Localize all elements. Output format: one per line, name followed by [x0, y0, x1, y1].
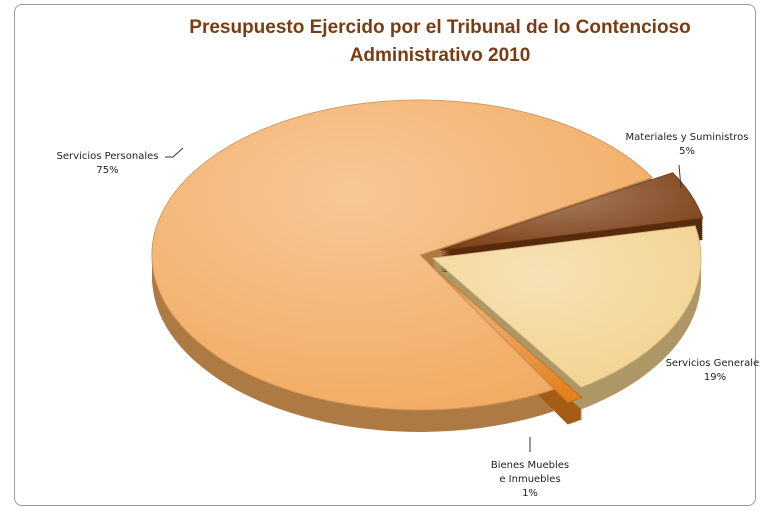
data-label: Bienes Muebles e Inmuebles 1%: [470, 459, 590, 501]
slice-shine: [152, 100, 653, 411]
data-label: Servicios Personales 75%: [45, 150, 170, 178]
slice-shine: [440, 172, 703, 251]
chart-frame: [14, 4, 756, 506]
data-label: Materiales y Suministros 5%: [612, 131, 760, 159]
label-value: 75%: [96, 165, 119, 176]
label-name: Materiales y Suministros: [625, 132, 749, 143]
label-name: Servicios Personales: [56, 151, 159, 162]
leader-lines: [165, 147, 682, 452]
data-label: Servicios Generales 19%: [640, 357, 760, 385]
label-value: 5%: [679, 146, 695, 157]
slice-shine: [433, 268, 583, 403]
label-value: 19%: [703, 372, 727, 383]
chart-title: Presupuesto Ejercido por el Tribunal de …: [189, 17, 691, 66]
label-name: Bienes Muebles e Inmuebles: [490, 460, 570, 485]
label-value: 1%: [522, 488, 538, 499]
slice-shine: [432, 225, 701, 388]
label-name: Servicios Generales: [665, 358, 760, 369]
